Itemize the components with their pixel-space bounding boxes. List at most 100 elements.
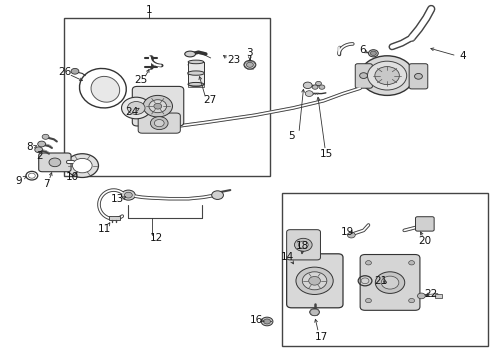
Text: 14: 14 — [280, 252, 294, 262]
Ellipse shape — [188, 82, 204, 86]
Text: 7: 7 — [43, 179, 50, 189]
Bar — [188, 62, 204, 84]
Bar — [188, 81, 204, 87]
FancyBboxPatch shape — [360, 255, 420, 310]
Circle shape — [124, 192, 132, 198]
Circle shape — [264, 319, 270, 324]
Bar — [282, 193, 488, 346]
Circle shape — [66, 154, 98, 177]
Text: 5: 5 — [288, 131, 295, 141]
Circle shape — [375, 67, 399, 85]
Circle shape — [312, 85, 318, 89]
Circle shape — [122, 97, 151, 119]
Circle shape — [149, 100, 167, 113]
Text: 26: 26 — [58, 67, 72, 77]
Circle shape — [366, 298, 371, 303]
Ellipse shape — [188, 63, 204, 67]
FancyBboxPatch shape — [39, 153, 71, 172]
Circle shape — [35, 147, 43, 153]
Ellipse shape — [188, 71, 204, 75]
Circle shape — [305, 91, 313, 96]
Circle shape — [375, 272, 405, 293]
Circle shape — [49, 158, 61, 167]
Circle shape — [309, 276, 320, 285]
Ellipse shape — [188, 72, 204, 77]
Circle shape — [154, 103, 162, 109]
Circle shape — [143, 95, 172, 117]
Text: 21: 21 — [374, 276, 388, 286]
Text: 3: 3 — [246, 48, 253, 58]
Circle shape — [212, 191, 223, 199]
Circle shape — [319, 85, 325, 89]
Ellipse shape — [185, 51, 196, 57]
Ellipse shape — [91, 76, 120, 102]
Circle shape — [347, 232, 355, 238]
Bar — [435, 294, 442, 298]
Text: 20: 20 — [418, 236, 431, 246]
FancyBboxPatch shape — [287, 230, 320, 260]
Circle shape — [368, 50, 378, 57]
Circle shape — [127, 102, 145, 114]
FancyBboxPatch shape — [287, 254, 343, 308]
FancyBboxPatch shape — [355, 64, 372, 88]
Text: 10: 10 — [66, 172, 79, 183]
Circle shape — [244, 60, 256, 69]
Text: 25: 25 — [134, 75, 148, 85]
Text: 19: 19 — [341, 227, 355, 237]
Circle shape — [302, 272, 327, 290]
FancyBboxPatch shape — [132, 86, 184, 126]
Circle shape — [310, 309, 319, 316]
Circle shape — [415, 73, 422, 79]
Circle shape — [38, 141, 46, 147]
Circle shape — [150, 117, 168, 130]
Text: 18: 18 — [296, 240, 310, 251]
Text: 9: 9 — [15, 176, 22, 186]
Text: 11: 11 — [98, 224, 111, 234]
Circle shape — [42, 134, 49, 139]
Circle shape — [316, 81, 321, 86]
Text: 15: 15 — [320, 149, 334, 159]
Bar — [188, 62, 204, 68]
FancyBboxPatch shape — [409, 64, 428, 89]
Circle shape — [71, 68, 79, 74]
Ellipse shape — [79, 68, 126, 108]
Circle shape — [296, 267, 333, 294]
Text: 1: 1 — [146, 5, 153, 15]
Circle shape — [298, 241, 308, 248]
Circle shape — [409, 298, 415, 303]
Text: 23: 23 — [227, 55, 241, 65]
FancyBboxPatch shape — [416, 217, 434, 231]
Circle shape — [122, 190, 135, 200]
Text: 2: 2 — [36, 151, 43, 161]
Circle shape — [261, 317, 273, 326]
Bar — [109, 216, 120, 220]
Circle shape — [246, 62, 253, 67]
FancyBboxPatch shape — [138, 113, 180, 133]
Bar — [64, 18, 270, 176]
Circle shape — [360, 56, 414, 95]
Circle shape — [303, 82, 312, 89]
Text: 27: 27 — [203, 95, 217, 105]
Text: 13: 13 — [111, 194, 124, 204]
Circle shape — [370, 51, 376, 55]
Circle shape — [360, 73, 368, 78]
Circle shape — [294, 238, 312, 251]
Circle shape — [409, 261, 415, 265]
Text: 4: 4 — [460, 51, 466, 61]
Circle shape — [381, 276, 399, 289]
Circle shape — [417, 293, 425, 299]
Text: 22: 22 — [424, 289, 438, 300]
Text: 6: 6 — [359, 45, 366, 55]
Ellipse shape — [188, 60, 204, 64]
Text: 16: 16 — [250, 315, 264, 325]
Circle shape — [73, 158, 92, 173]
Text: 12: 12 — [150, 233, 164, 243]
Text: 17: 17 — [315, 332, 328, 342]
Text: 8: 8 — [26, 142, 33, 152]
Text: 24: 24 — [125, 107, 139, 117]
Circle shape — [154, 120, 164, 127]
Circle shape — [368, 61, 407, 90]
Bar — [188, 71, 204, 78]
Circle shape — [366, 261, 371, 265]
Ellipse shape — [188, 82, 204, 86]
